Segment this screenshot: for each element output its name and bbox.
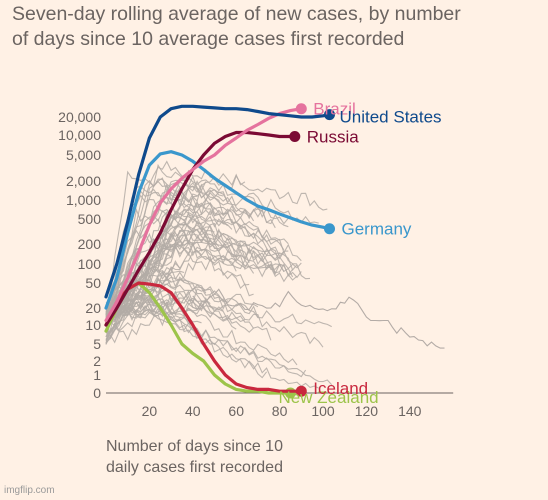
other-country-line bbox=[105, 233, 255, 324]
x-tick-label: 60 bbox=[228, 403, 244, 419]
other-country-line bbox=[105, 168, 328, 319]
axes: 01251020501002005001,0002,0005,00010,000… bbox=[58, 109, 454, 419]
russia-line bbox=[104, 130, 297, 327]
brazil-end-marker bbox=[295, 103, 307, 115]
watermark: imgflip.com bbox=[4, 485, 55, 496]
other-country-line bbox=[105, 185, 255, 319]
united-states-line bbox=[104, 104, 332, 299]
x-axis-label-line-2: daily cases first recorded bbox=[106, 459, 283, 476]
x-tick-label: 140 bbox=[398, 403, 422, 419]
other-country-line bbox=[105, 186, 289, 309]
y-tick-label: 5 bbox=[93, 336, 101, 352]
other-country-line bbox=[105, 298, 198, 340]
germany-label: Germany bbox=[342, 220, 412, 239]
germany-line bbox=[104, 150, 332, 310]
x-tick-label: 20 bbox=[142, 403, 158, 419]
other-country-line bbox=[192, 288, 445, 349]
brazil-line bbox=[104, 107, 303, 323]
other-country-line bbox=[105, 301, 268, 379]
other-country-line bbox=[105, 299, 272, 341]
y-tick-label: 20 bbox=[85, 300, 101, 316]
chart-title-line-2: of days since 10 average cases first rec… bbox=[12, 28, 405, 50]
germany-end-marker bbox=[324, 223, 336, 235]
other-country-line bbox=[105, 231, 237, 311]
other-country-line bbox=[105, 229, 250, 314]
y-tick-label: 100 bbox=[78, 256, 102, 272]
x-tick-label: 40 bbox=[185, 403, 201, 419]
y-tick-label: 200 bbox=[78, 236, 102, 252]
other-country-line bbox=[105, 291, 224, 338]
other-countries-lines bbox=[105, 160, 445, 389]
russia-end-marker bbox=[289, 130, 301, 142]
y-tick-label: 50 bbox=[85, 275, 101, 291]
brazil-label: Brazil bbox=[313, 100, 356, 119]
iceland-end-marker bbox=[295, 385, 307, 397]
y-tick-label: 500 bbox=[78, 211, 102, 227]
y-tick-label: 0 bbox=[93, 385, 101, 401]
other-country-line bbox=[105, 297, 332, 344]
y-tick-label: 5,000 bbox=[66, 147, 101, 163]
new-zealand-label: New Zealand bbox=[278, 388, 378, 407]
chart-title: Seven-day rolling average of new cases, … bbox=[12, 2, 542, 52]
chart-title-line-1: Seven-day rolling average of new cases, … bbox=[12, 3, 461, 25]
x-tick-label: 100 bbox=[311, 403, 335, 419]
other-country-line bbox=[105, 254, 302, 316]
iceland-label: Iceland bbox=[313, 379, 368, 398]
y-tick-label: 10 bbox=[85, 317, 101, 333]
y-tick-label: 1,000 bbox=[66, 192, 101, 208]
y-tick-label: 2 bbox=[93, 353, 101, 369]
x-axis-label: Number of days since 10 daily cases firs… bbox=[106, 436, 406, 478]
x-axis-label-line-1: Number of days since 10 bbox=[106, 438, 283, 455]
other-country-line bbox=[105, 160, 319, 316]
other-country-line bbox=[105, 216, 294, 317]
highlighted-series bbox=[104, 103, 336, 399]
iceland-line bbox=[104, 281, 303, 393]
x-tick-label: 120 bbox=[355, 403, 379, 419]
y-tick-label: 1 bbox=[93, 367, 101, 383]
united-states-end-marker bbox=[324, 109, 336, 121]
y-tick-label: 2,000 bbox=[66, 173, 101, 189]
y-tick-label: 20,000 bbox=[58, 109, 101, 125]
russia-label: Russia bbox=[307, 127, 360, 146]
y-tick-label: 10,000 bbox=[58, 127, 101, 143]
x-tick-label: 80 bbox=[272, 403, 288, 419]
united-states-label: United States bbox=[340, 108, 442, 127]
other-country-line bbox=[105, 264, 259, 318]
other-country-line bbox=[105, 274, 172, 321]
